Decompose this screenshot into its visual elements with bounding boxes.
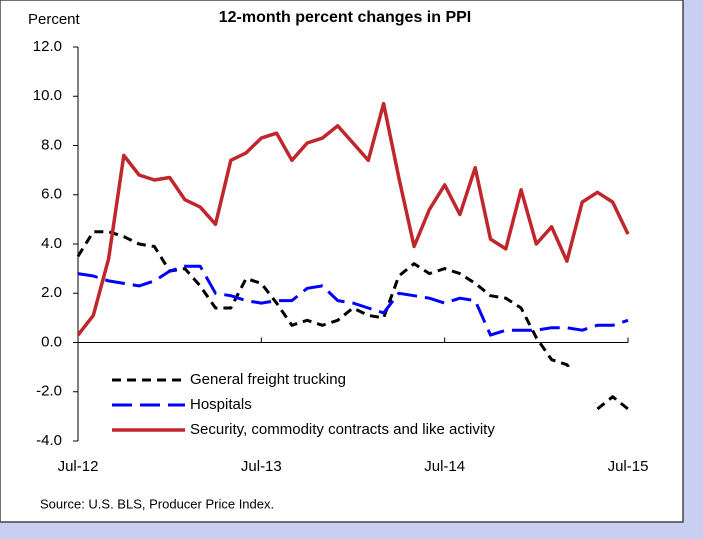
x-tick-label: Jul-15 (608, 458, 649, 475)
y-tick-label: -4.0 (36, 432, 62, 449)
legend-label: Hospitals (190, 396, 252, 413)
y-tick-label: 4.0 (41, 235, 62, 252)
y-axis-label: Percent (28, 11, 81, 28)
y-tick-label: 6.0 (41, 186, 62, 203)
series-line (77, 264, 629, 337)
x-tick-label: Jul-12 (58, 458, 99, 475)
y-tick-label: 0.0 (41, 333, 62, 350)
chart-title: 12-month percent changes in PPI (219, 9, 472, 26)
legend-label: General freight trucking (190, 371, 346, 388)
x-tick-label: Jul-13 (241, 458, 282, 475)
legend-box (105, 367, 595, 444)
y-tick-label: 2.0 (41, 284, 62, 301)
y-tick-label: 8.0 (41, 136, 62, 153)
legend-label: Security, commodity contracts and like a… (190, 421, 495, 438)
y-tick-label: -2.0 (36, 383, 62, 400)
series-line (76, 101, 630, 337)
y-tick-label: 12.0 (33, 38, 62, 55)
x-tick-label: Jul-14 (424, 458, 465, 475)
source: Source: U.S. BLS, Producer Price Index. (40, 496, 274, 511)
y-tick-label: 10.0 (33, 87, 62, 104)
